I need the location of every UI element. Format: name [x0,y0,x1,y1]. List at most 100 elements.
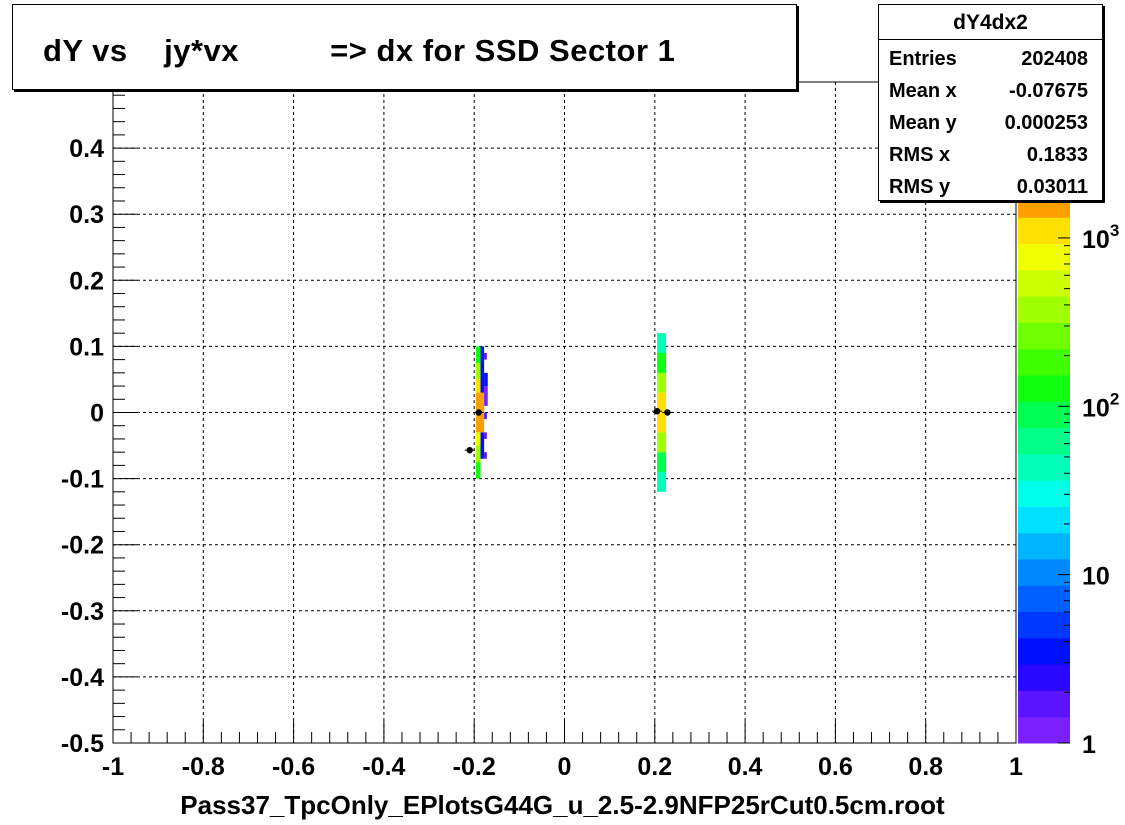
stats-row-entries: Entries 202408 [879,40,1102,72]
x-tick-label: 0 [558,753,572,781]
stats-value: -0.07675 [1009,80,1088,102]
y-tick-label: -0.5 [61,730,104,758]
palette-bin [1018,532,1070,560]
data-point [475,409,482,416]
x-tick-label: -0.2 [453,753,496,781]
heatmap-cell [484,372,488,387]
heatmap-cell [657,333,667,354]
heatmap-cell [476,392,481,406]
y-tick-labels: -0.5 -0.4 -0.3 -0.2 -0.1 0 0.1 0.2 0.3 0.4 [61,135,104,758]
chart-title: dY vs jy*vx => dx for SSD Sector 1 [43,33,676,68]
y-tick-label: -0.4 [61,664,104,692]
heatmap-cell [480,432,485,459]
heatmap-cell [657,452,667,472]
palette-bin [1018,296,1070,323]
y-tick-label: 0.4 [69,135,104,163]
palette-bin [1018,243,1070,271]
axis-ticks [112,81,1017,744]
palette-bin [1018,453,1070,481]
palette-label: 10 [1082,563,1110,591]
heatmap-cell [476,432,481,446]
color-palette-labels: 1 10 102 103 [1058,221,1119,759]
heatmap-cell [657,432,667,453]
palette-bin [1018,690,1070,718]
palette-bin [1018,217,1070,245]
x-tick-label: -0.6 [272,753,315,781]
palette-label: 102 [1082,389,1119,422]
stats-value: 202408 [1021,48,1088,70]
palette-bin [1018,269,1070,297]
palette-bin [1018,637,1070,665]
heatmap-cell [476,419,481,433]
data-point [466,446,473,454]
palette-label: 103 [1082,221,1119,254]
x-tick-label: -0.8 [182,753,225,781]
palette-bin [1018,375,1070,402]
data-point [653,407,661,415]
x-tick-labels: -1 -0.8 -0.6 -0.4 -0.2 0 0.2 0.4 0.6 0.8 1 [102,753,1023,781]
x-tick-label: 0.2 [637,753,672,781]
y-tick-label: 0.3 [69,201,104,229]
palette-bin [1018,716,1070,744]
x-tick-label: 0.8 [908,753,943,781]
stats-key: Mean x [889,80,957,102]
palette-bin [1018,401,1070,429]
stats-key: Entries [889,48,957,70]
x-axis-title: Pass37_TpcOnly_EPlotsG44G_u_2.5-2.9NFP25… [180,790,945,820]
heatmap-cell [657,372,667,393]
heatmap-cell [484,412,487,420]
y-tick-label: -0.2 [61,532,104,560]
palette-bin [1018,506,1070,534]
y-tick-label: 0.2 [69,267,104,295]
palette-bin [1018,559,1070,586]
heatmap-cell [657,471,667,492]
profile-points [464,407,673,454]
stats-value: 0.1833 [1026,144,1088,166]
heatmap-cell [476,379,481,393]
stats-row-rms-y: RMS y 0.03011 [879,168,1102,200]
x-tick-label: 0.6 [818,753,853,781]
heatmap-cell [484,452,487,459]
stats-value: 0.03011 [1016,176,1088,198]
heatmap-cell [476,362,481,380]
stats-title: dY4dx2 [879,5,1102,40]
heatmap-cell [657,412,667,433]
heatmap-cell [657,353,667,373]
heatmap-cell [484,386,488,406]
y-tick-label: 0.1 [69,333,104,361]
color-palette [1018,191,1070,744]
stats-value: 0.000253 [1004,112,1088,134]
heatmap-cell [484,432,487,439]
palette-bin [1018,427,1070,455]
heatmap-cell [484,353,487,360]
y-tick-label: -0.1 [61,466,104,494]
palette-bin [1018,585,1070,613]
heatmap-cell [480,346,485,393]
heatmap-cell [476,462,481,479]
x-tick-label: 0.4 [728,753,763,781]
y-tick-label: -0.3 [61,598,104,626]
palette-bin [1018,322,1070,350]
stats-key: RMS y [889,176,951,198]
stats-row-mean-x: Mean x -0.07675 [879,72,1102,104]
heatmap-cell [476,346,481,363]
x-tick-label: 1 [1009,753,1023,781]
stats-row-mean-y: Mean y 0.000253 [879,104,1102,136]
palette-bin [1018,480,1070,507]
palette-label: 1 [1082,731,1096,759]
palette-bin [1018,611,1070,639]
stats-key: RMS x [889,144,951,166]
x-tick-label: -0.4 [362,753,405,781]
stats-row-rms-x: RMS x 0.1833 [879,136,1102,168]
palette-bin [1018,664,1070,691]
y-tick-label: 0 [90,400,104,428]
title-box: dY vs jy*vx => dx for SSD Sector 1 [12,4,797,90]
heatmap-cell [657,392,667,413]
heatmap-cell [476,445,481,463]
palette-bin [1018,348,1070,376]
stats-box: dY4dx2 Entries 202408 Mean x -0.07675 Me… [878,4,1103,201]
x-tick-label: -1 [102,753,124,781]
data-point [664,409,671,416]
stats-key: Mean y [889,112,957,134]
